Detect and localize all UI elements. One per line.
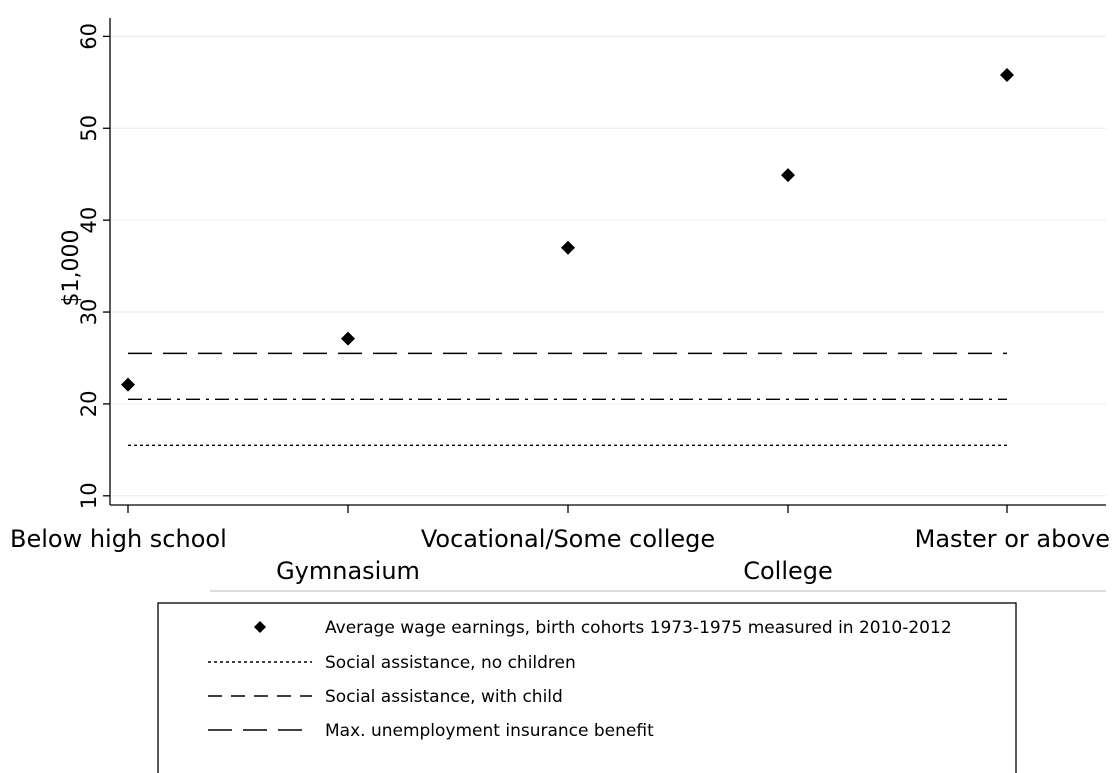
legend-label: Social assistance, no children — [325, 653, 576, 673]
legend-marker — [254, 621, 266, 633]
gridlines — [110, 35, 1106, 497]
x-tick-label: Gymnasium — [276, 557, 420, 585]
data-point — [561, 240, 575, 255]
legend-label: Social assistance, with child — [325, 687, 563, 707]
reference-lines — [128, 352, 1007, 446]
y-tick-label: 60 — [77, 23, 101, 50]
data-points — [121, 67, 1014, 392]
legend-label: Max. unemployment insurance benefit — [325, 721, 654, 741]
x-tick-label: Vocational/Some college — [421, 525, 715, 553]
x-tick-label: Below high school — [10, 525, 227, 553]
y-ticks: 10 20 30 40 50 60 — [77, 23, 110, 509]
data-point — [781, 168, 795, 183]
y-tick-label: 40 — [77, 207, 101, 234]
x-tick-label: Master or above — [915, 525, 1110, 553]
y-tick-label: 30 — [77, 299, 101, 326]
axes — [109, 18, 1106, 506]
legend-label: Average wage earnings, birth cohorts 197… — [325, 618, 952, 638]
y-tick-label: 10 — [77, 482, 101, 509]
data-point — [1000, 67, 1014, 82]
x-tick-label: College — [743, 557, 833, 585]
data-point — [121, 377, 135, 392]
x-ticks: Below high school GymnasiumVocational/Som… — [10, 505, 1110, 585]
y-axis-label: $1,000 — [59, 230, 84, 307]
data-point — [341, 331, 355, 346]
legend-box — [157, 602, 1017, 773]
legend: Average wage earnings, birth cohorts 197… — [157, 602, 1017, 773]
y-tick-label: 20 — [77, 391, 101, 418]
y-tick-label: 50 — [77, 115, 101, 142]
